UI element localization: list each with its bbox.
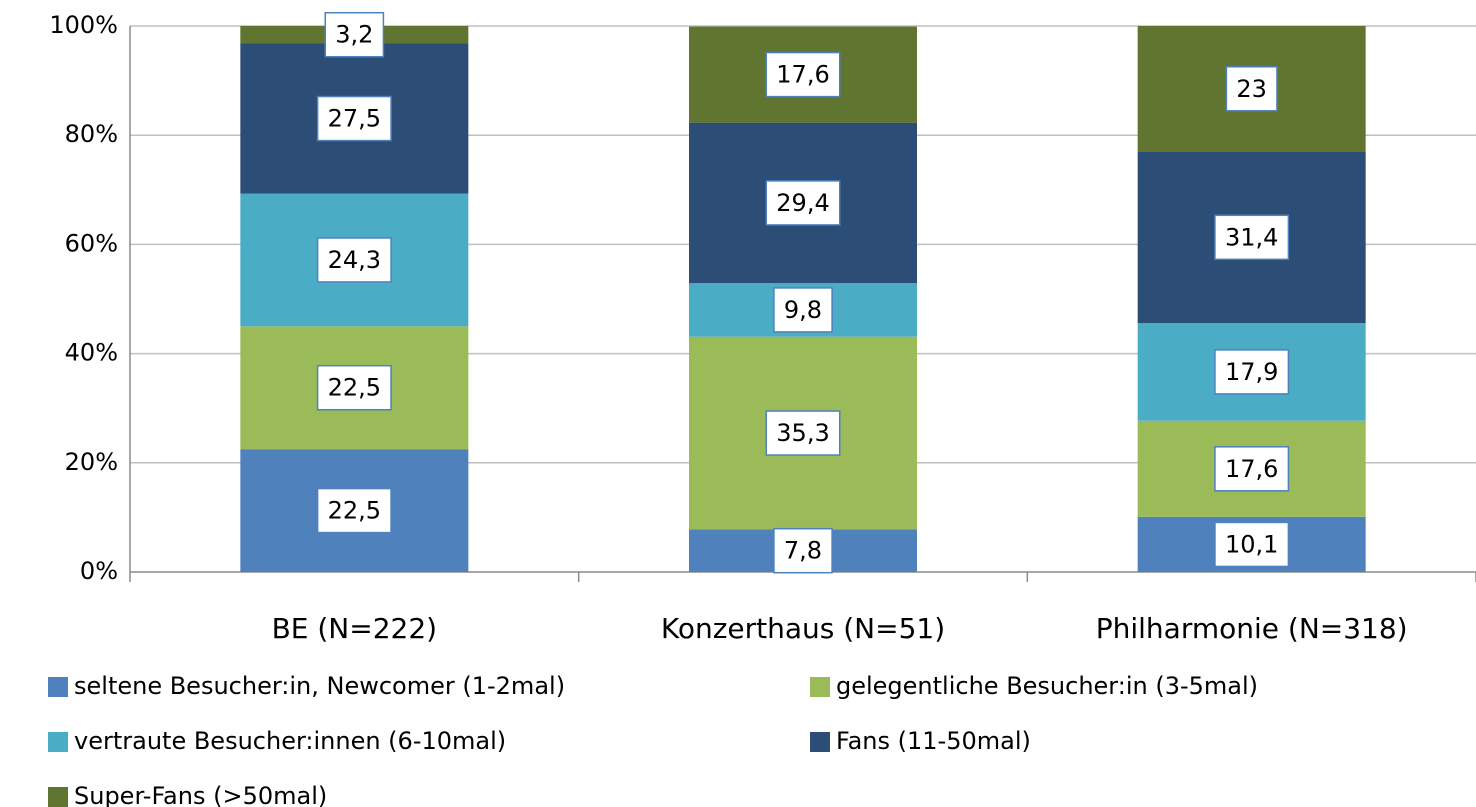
data-label-text: 27,5 [328, 105, 381, 133]
legend-swatch [48, 732, 68, 752]
legend-label: Super-Fans (>50mal) [74, 782, 327, 807]
data-label: 29,4 [765, 180, 841, 226]
data-label-text: 17,9 [1225, 358, 1278, 386]
legend-label: seltene Besucher:in, Newcomer (1-2mal) [74, 672, 565, 700]
data-label-box [316, 487, 392, 534]
data-label: 3,2 [324, 11, 385, 58]
legend-swatch [48, 787, 68, 807]
data-label-text: 7,8 [784, 537, 822, 565]
y-tick-label: 100% [49, 11, 118, 39]
y-tick-label: 0% [80, 557, 118, 585]
data-label-box [765, 410, 841, 456]
data-label-box [1214, 349, 1290, 395]
data-label-box [773, 527, 833, 574]
data-label-box [316, 95, 392, 142]
data-label: 10,1 [1214, 521, 1290, 568]
data-label: 24,3 [316, 237, 392, 283]
x-tick-label: Philharmonie (N=318) [1096, 612, 1408, 645]
data-label-text: 22,5 [328, 497, 381, 525]
data-label: 17,6 [1214, 446, 1290, 492]
x-tick-label: Konzerthaus (N=51) [661, 612, 945, 645]
data-label: 7,8 [773, 527, 833, 574]
legend-swatch [810, 732, 830, 752]
data-label: 22,5 [316, 487, 392, 534]
legend-label: Fans (11-50mal) [836, 727, 1031, 755]
data-label-box [1225, 66, 1278, 112]
data-label-text: 17,6 [1225, 455, 1278, 483]
data-label-box [765, 51, 841, 98]
data-label: 17,6 [765, 51, 841, 98]
data-label-text: 23 [1236, 75, 1267, 103]
data-label-box [1214, 214, 1290, 261]
data-label-text: 35,3 [776, 419, 829, 447]
legend-label: gelegentliche Besucher:in (3-5mal) [836, 672, 1258, 700]
data-label: 22,5 [316, 364, 392, 411]
data-label: 27,5 [316, 95, 392, 142]
data-label: 9,8 [773, 287, 833, 333]
data-label-box [316, 364, 392, 411]
data-label-text: 29,4 [776, 189, 829, 217]
data-label-text: 24,3 [328, 246, 381, 274]
data-label: 23 [1225, 66, 1278, 112]
data-label-box [1214, 446, 1290, 492]
data-label-box [1214, 521, 1290, 568]
data-label-box [765, 180, 841, 226]
data-label-text: 3,2 [335, 21, 373, 49]
data-label: 35,3 [765, 410, 841, 456]
data-label-box [773, 287, 833, 333]
legend-swatch [810, 677, 830, 697]
data-label: 31,4 [1214, 214, 1290, 261]
x-tick-label: BE (N=222) [272, 612, 438, 645]
data-label-text: 9,8 [784, 296, 822, 324]
legend-swatch [48, 677, 68, 697]
data-label-box [324, 11, 385, 58]
legend-label: vertraute Besucher:innen (6-10mal) [74, 727, 506, 755]
y-tick-label: 80% [65, 120, 118, 148]
data-label-text: 22,5 [328, 374, 381, 402]
data-label-text: 10,1 [1225, 530, 1278, 558]
y-tick-label: 20% [65, 448, 118, 476]
data-label: 17,9 [1214, 349, 1290, 395]
data-label-text: 17,6 [776, 61, 829, 89]
data-label-text: 31,4 [1225, 223, 1278, 251]
y-tick-label: 60% [65, 229, 118, 257]
y-tick-label: 40% [65, 339, 118, 367]
data-label-box [316, 237, 392, 283]
